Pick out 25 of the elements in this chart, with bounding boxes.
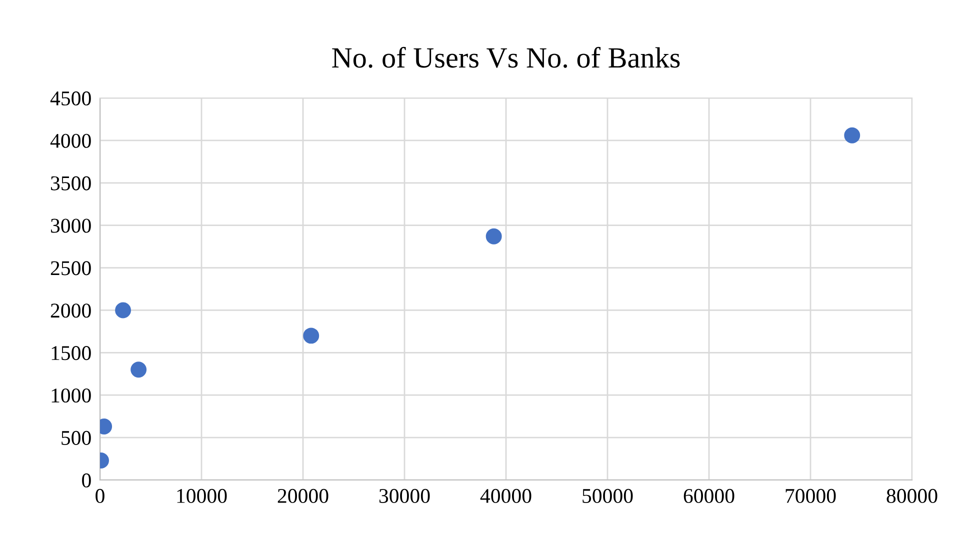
point	[844, 127, 860, 144]
x-tick-label: 80000	[886, 488, 938, 503]
x-tick-label: 40000	[480, 488, 532, 503]
x-tick-label: 50000	[582, 488, 633, 503]
x-tick-label: 20000	[278, 488, 328, 503]
point	[486, 228, 502, 244]
x-tick-label: 60000	[684, 488, 734, 503]
y-tick-label: 2500	[50, 261, 91, 276]
y-tick-label: 2000	[50, 304, 91, 318]
point	[130, 362, 147, 378]
y-tick-label: 1500	[52, 346, 91, 360]
y-tick-label: 500	[62, 430, 91, 445]
chart-title: No. of Users Vs No. of Banks	[332, 46, 680, 68]
y-tick-label: 3000	[50, 218, 91, 233]
y-tick-label: 3500	[50, 176, 91, 190]
x-tick-label: 0	[96, 488, 104, 503]
y-tick-label: 1000	[52, 388, 91, 403]
x-tick-label: 30000	[379, 488, 430, 503]
y-tick-label: 4000	[50, 134, 91, 148]
x-tick-label: 10000	[177, 488, 227, 503]
point	[303, 328, 320, 344]
y-tick-label: 4500	[50, 91, 91, 106]
y-tick-label: 0	[82, 473, 91, 488]
point	[115, 302, 132, 318]
x-tick-label: 70000	[786, 488, 836, 503]
